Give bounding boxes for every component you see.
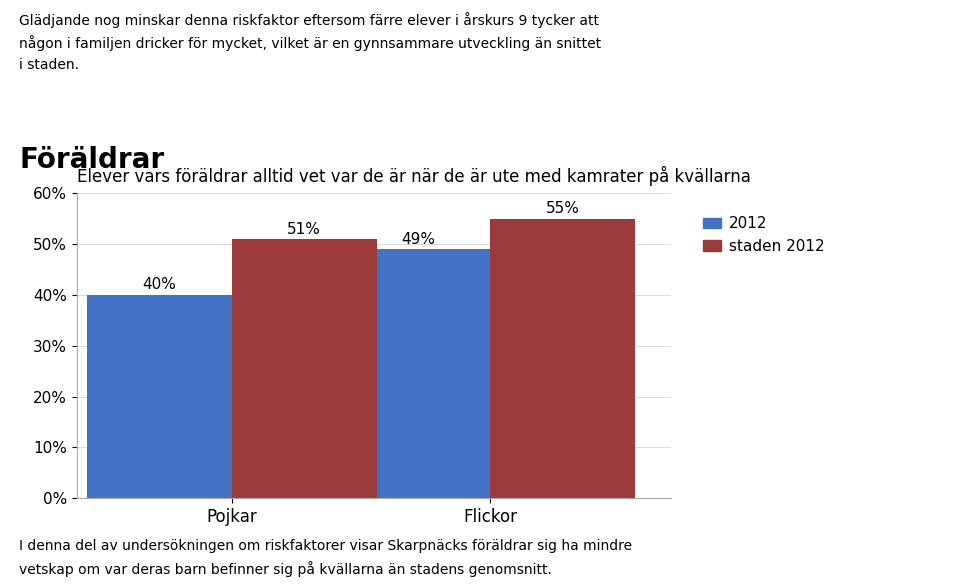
Text: 40%: 40%	[143, 277, 176, 292]
Bar	[345, 249, 490, 498]
Text: 49%: 49%	[401, 231, 435, 247]
Bar	[87, 295, 232, 498]
Text: Föräldrar: Föräldrar	[19, 146, 164, 175]
Bar	[232, 239, 377, 498]
Text: 55%: 55%	[546, 201, 579, 216]
Text: Elever vars föräldrar alltid vet var de är när de är ute med kamrater på kvällar: Elever vars föräldrar alltid vet var de …	[77, 166, 751, 186]
Bar	[490, 219, 635, 498]
Text: I denna del av undersökningen om riskfaktorer visar Skarpnäcks föräldrar sig ha : I denna del av undersökningen om riskfak…	[19, 539, 632, 577]
Legend: 2012, staden 2012: 2012, staden 2012	[703, 216, 825, 254]
Text: 51%: 51%	[288, 222, 321, 237]
Text: Glädjande nog minskar denna riskfaktor eftersom färre elever i årskurs 9 tycker : Glädjande nog minskar denna riskfaktor e…	[19, 12, 601, 72]
